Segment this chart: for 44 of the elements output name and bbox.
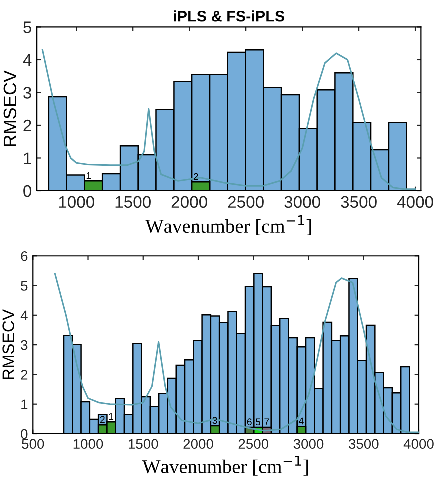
x-tick-label: 2000	[172, 196, 208, 208]
annotation: 6	[247, 418, 252, 426]
y-axis-title: RMSECV	[4, 70, 17, 146]
annotation: 1	[86, 172, 92, 180]
annotation: 4	[298, 418, 304, 425]
y-tick-label: 0	[24, 185, 32, 198]
annotation: 2	[100, 416, 105, 424]
y-tick-label: 4	[23, 54, 32, 66]
x-tick-label: 4000	[404, 439, 434, 450]
x-tick-label: 1000	[59, 196, 94, 208]
x-tick-label: 2500	[238, 439, 269, 450]
chart-title: iPLS & FS-iPLS	[174, 10, 285, 22]
x-tick-label: 4000	[397, 196, 434, 208]
annotation: 1	[109, 413, 114, 420]
x-tick-label: 1500	[116, 196, 151, 208]
x-tick-label: 1500	[128, 439, 158, 450]
annotation: 2	[194, 173, 198, 180]
annotation: 5	[256, 418, 261, 426]
x-axis-title: Wavenumber [cm$^{−1}$]	[142, 456, 308, 476]
annotation: 7	[264, 418, 270, 426]
line-series	[54, 273, 419, 434]
y-tick-label: 5	[21, 281, 28, 291]
x-axis-title: Wavenumber [cm$^{−1}$]	[146, 216, 312, 236]
y-tick-label: 4	[20, 310, 28, 320]
x-tick-label: 3000	[284, 196, 320, 208]
y-axis-title: RMSECV	[2, 309, 14, 380]
x-tick-label: 3500	[341, 196, 377, 208]
y-tick-label: 2	[21, 370, 28, 380]
x-tick-label: 3500	[348, 439, 379, 450]
y-tick-label: 3	[24, 87, 32, 99]
annotation: 3	[212, 417, 218, 424]
y-tick-label: 2	[24, 120, 32, 132]
x-tick-label: 500	[22, 439, 44, 450]
y-tick-label: 1	[24, 152, 32, 164]
x-tick-label: 2500	[228, 196, 264, 208]
x-tick-label: 3000	[294, 439, 324, 450]
y-tick-label: 6	[21, 251, 28, 262]
y-tick-label: 1	[22, 400, 28, 410]
y-tick-label: 3	[21, 340, 28, 350]
y-tick-label: 5	[24, 22, 32, 34]
line-series	[42, 49, 416, 190]
x-tick-label: 1000	[74, 439, 104, 450]
x-tick-label: 2000	[184, 439, 214, 450]
y-tick-label: 0	[21, 429, 28, 440]
